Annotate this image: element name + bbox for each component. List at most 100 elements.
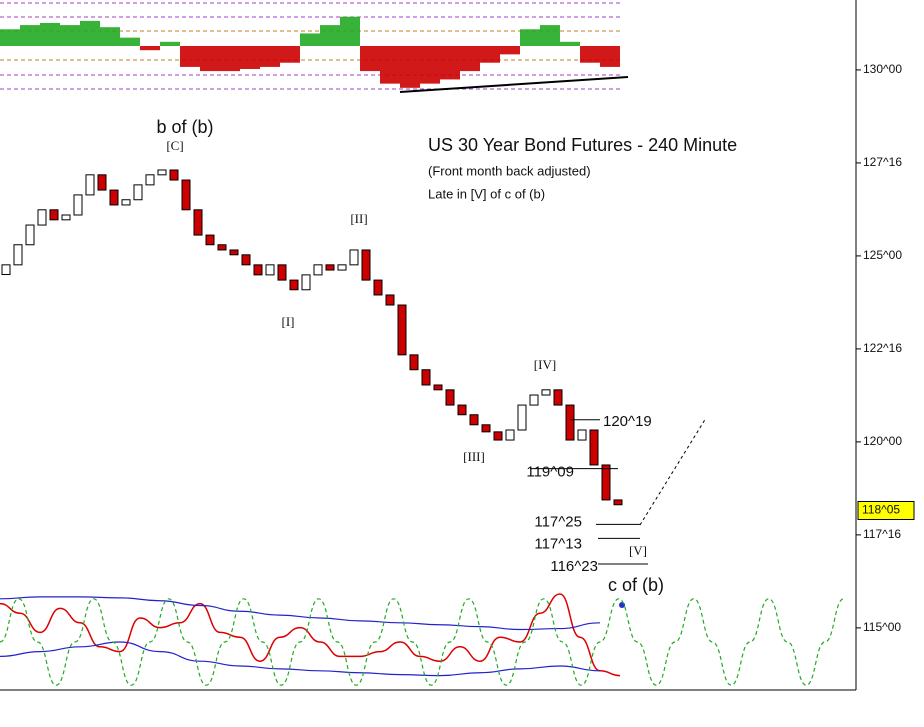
oscillator-bar bbox=[320, 25, 340, 46]
oscillator-bar bbox=[600, 46, 620, 67]
oscillator-bar bbox=[520, 29, 540, 46]
oscillator-bar bbox=[280, 46, 300, 63]
wave-label: [II] bbox=[350, 211, 367, 226]
level-label: 116^23 bbox=[550, 558, 598, 575]
candle-body bbox=[85, 174, 95, 196]
oscillator-bar bbox=[160, 41, 180, 46]
oscillator-bar bbox=[500, 46, 520, 55]
candle-body bbox=[361, 249, 371, 281]
candle-body bbox=[265, 264, 275, 276]
oscillator-bar bbox=[560, 41, 580, 46]
last-price-label: 118^05 bbox=[862, 503, 900, 517]
candle-body bbox=[613, 499, 623, 506]
wave-label: [V] bbox=[629, 543, 647, 558]
candle-body bbox=[349, 249, 359, 266]
wave-label: [C] bbox=[166, 138, 183, 153]
candle-body bbox=[301, 274, 311, 291]
oscillator-bar bbox=[120, 37, 140, 46]
candle-body bbox=[157, 169, 167, 176]
candle-body bbox=[241, 254, 251, 266]
indicator-line bbox=[0, 593, 621, 677]
candle-body bbox=[109, 189, 119, 206]
oscillator-guides bbox=[0, 2, 622, 90]
y-tick-label: 120^00 bbox=[863, 434, 902, 448]
candle-body bbox=[325, 264, 335, 271]
oscillator-bar bbox=[300, 33, 320, 46]
cycle-dot bbox=[619, 602, 625, 608]
y-tick-label: 125^00 bbox=[863, 248, 902, 262]
oscillator-bar bbox=[440, 46, 460, 80]
oscillator-bar bbox=[100, 27, 120, 46]
candle-body bbox=[481, 424, 491, 433]
candle-body bbox=[445, 389, 455, 406]
candle-body bbox=[397, 304, 407, 356]
candle-body bbox=[205, 234, 215, 246]
candle-body bbox=[133, 184, 143, 201]
candle-body bbox=[433, 384, 443, 391]
candle-body bbox=[457, 404, 467, 416]
trend-line bbox=[399, 76, 629, 93]
candle-body bbox=[313, 264, 323, 276]
level-label: 117^13 bbox=[534, 535, 582, 552]
candle-body bbox=[49, 209, 59, 221]
chart-title: US 30 Year Bond Futures - 240 Minute bbox=[428, 135, 737, 155]
chart-subtitle: Late in [V] of c of (b) bbox=[428, 186, 545, 201]
wave-label: [I] bbox=[282, 314, 295, 329]
last-price-box bbox=[857, 500, 915, 520]
oscillator-bar bbox=[240, 46, 260, 69]
candle-body bbox=[181, 179, 191, 211]
candle-body bbox=[409, 354, 419, 371]
candle-body bbox=[277, 264, 287, 281]
wave-label: b of (b) bbox=[156, 117, 213, 137]
y-tick-label: 117^16 bbox=[863, 527, 901, 541]
candle-body bbox=[97, 174, 107, 191]
y-tick-label: 122^16 bbox=[863, 341, 902, 355]
candle-body bbox=[589, 429, 599, 466]
indicator-line bbox=[0, 641, 601, 677]
candle-body bbox=[517, 404, 527, 431]
oscillator-bar bbox=[20, 25, 40, 46]
candle-body bbox=[469, 414, 479, 426]
wave-label: [III] bbox=[463, 449, 485, 464]
oscillator-bar bbox=[0, 29, 20, 46]
oscillator-bar bbox=[260, 46, 280, 67]
candle-body bbox=[169, 169, 179, 181]
oscillator-bar bbox=[180, 46, 200, 67]
candle-body bbox=[505, 429, 515, 441]
oscillator-bar bbox=[80, 20, 100, 46]
candle-body bbox=[37, 209, 47, 226]
wave-label: c of (b) bbox=[608, 575, 664, 595]
candle-body bbox=[553, 389, 563, 406]
candle-body bbox=[13, 244, 23, 266]
indicator-line bbox=[0, 596, 601, 631]
projection-line bbox=[639, 417, 707, 526]
y-tick-label: 115^00 bbox=[863, 620, 901, 634]
candle-body bbox=[565, 404, 575, 441]
candle-body bbox=[385, 294, 395, 306]
oscillator-bar bbox=[220, 46, 240, 72]
candle-body bbox=[529, 394, 539, 406]
oscillator-bar bbox=[460, 46, 480, 72]
candle-body bbox=[601, 464, 611, 501]
candle-body bbox=[61, 214, 71, 221]
chart-subtitle: (Front month back adjusted) bbox=[428, 163, 591, 178]
oscillator-bar bbox=[400, 46, 420, 88]
y-tick-label: 130^00 bbox=[863, 62, 902, 76]
oscillator-bar bbox=[360, 46, 380, 72]
oscillator-bar bbox=[580, 46, 600, 63]
oscillator-bar bbox=[540, 25, 560, 46]
candle-body bbox=[217, 244, 227, 251]
candle-body bbox=[541, 389, 551, 396]
oscillator-bar bbox=[40, 23, 60, 46]
candle-body bbox=[193, 209, 203, 236]
candle-body bbox=[421, 369, 431, 386]
level-label: 119^09 bbox=[526, 464, 574, 481]
candle-body bbox=[229, 249, 239, 256]
oscillator-bar bbox=[60, 25, 80, 46]
candle-body bbox=[121, 199, 131, 206]
oscillator-bar bbox=[140, 46, 160, 51]
candle-body bbox=[73, 194, 83, 216]
level-label: 120^19 bbox=[603, 413, 652, 430]
oscillator-bar bbox=[200, 46, 220, 72]
